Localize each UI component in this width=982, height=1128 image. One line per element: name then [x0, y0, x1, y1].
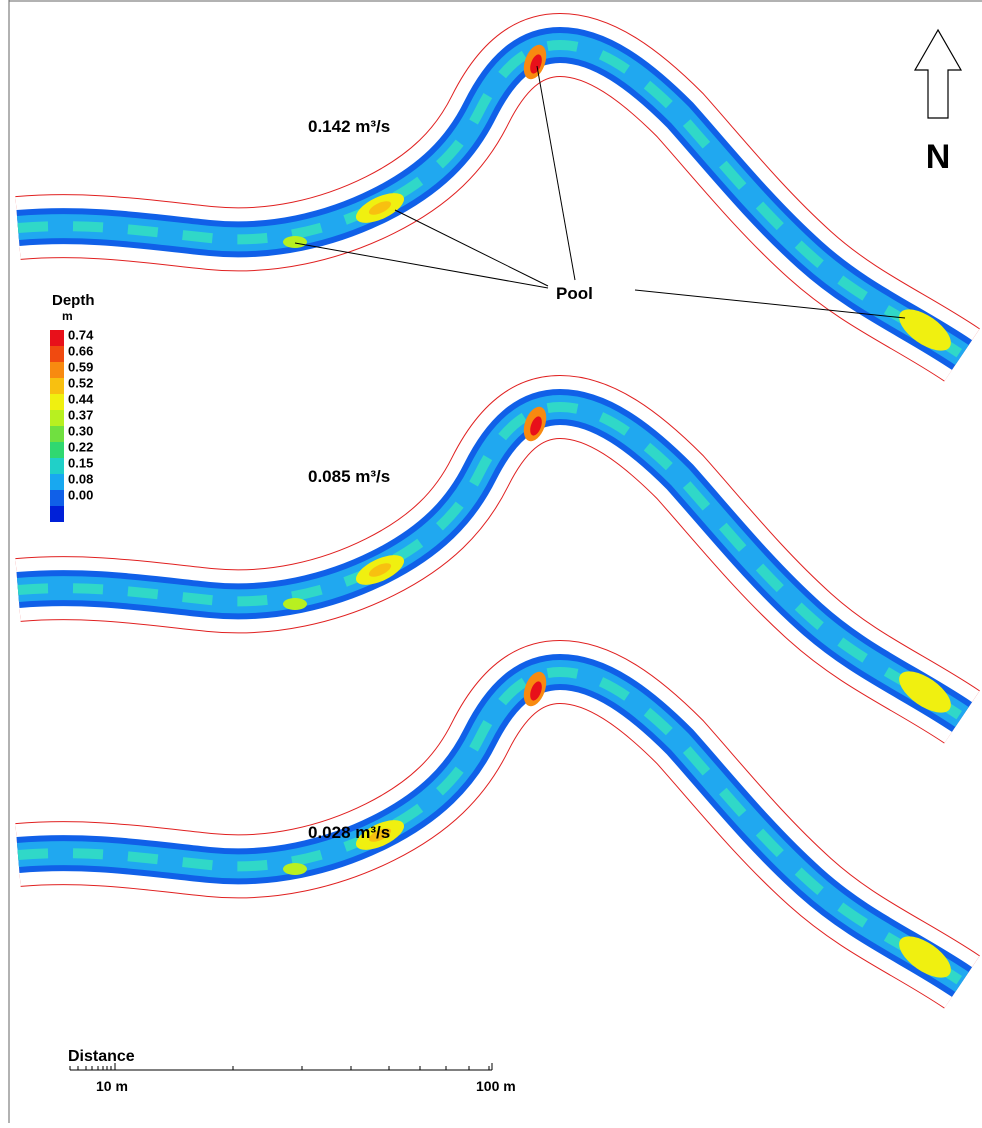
- legend-title: Depth: [52, 292, 95, 309]
- discharge-label: 0.142 m³/s: [308, 117, 390, 136]
- legend-swatch: [50, 330, 64, 346]
- legend-label: 0.52: [68, 375, 93, 390]
- legend-unit: m: [62, 309, 73, 323]
- scale-label: 100 m: [476, 1078, 516, 1094]
- north-label: N: [926, 138, 951, 176]
- legend-swatch: [50, 474, 64, 490]
- river-reach: [18, 669, 962, 986]
- legend-label: 0.08: [68, 471, 93, 486]
- legend: 0.740.660.590.520.440.370.300.220.150.08…: [50, 327, 94, 522]
- legend-swatch: [50, 426, 64, 442]
- legend-swatch: [50, 362, 64, 378]
- legend-swatch: [50, 378, 64, 394]
- north-arrow: [915, 30, 961, 118]
- map-figure: 0.142 m³/s 0.085 m³/s 0.028 m³/s Pool N …: [0, 0, 982, 1123]
- legend-swatch: [50, 442, 64, 458]
- legend-swatch: [50, 458, 64, 474]
- legend-swatch: [50, 394, 64, 410]
- discharge-label: 0.085 m³/s: [308, 467, 390, 486]
- legend-label: 0.15: [68, 455, 93, 470]
- legend-label: 0.37: [68, 407, 93, 422]
- legend-swatch: [50, 490, 64, 506]
- discharge-label: 0.028 m³/s: [308, 823, 390, 842]
- scale-title: Distance: [68, 1048, 135, 1065]
- legend-label: 0.30: [68, 423, 93, 438]
- river-reach: [18, 42, 962, 359]
- legend-label: 0.59: [68, 359, 93, 374]
- legend-swatch: [50, 506, 64, 522]
- legend-label: 0.44: [68, 391, 94, 406]
- page: { "north_arrow": {"label": "N"}, "annota…: [0, 0, 982, 1128]
- legend-label: 0.22: [68, 439, 93, 454]
- legend-label: 0.74: [68, 327, 94, 342]
- pool-label: Pool: [556, 284, 593, 303]
- legend-swatch: [50, 410, 64, 426]
- legend-swatch: [50, 346, 64, 362]
- scale-label: 10 m: [96, 1078, 128, 1094]
- legend-label: 0.66: [68, 343, 93, 358]
- legend-label: 0.00: [68, 487, 93, 502]
